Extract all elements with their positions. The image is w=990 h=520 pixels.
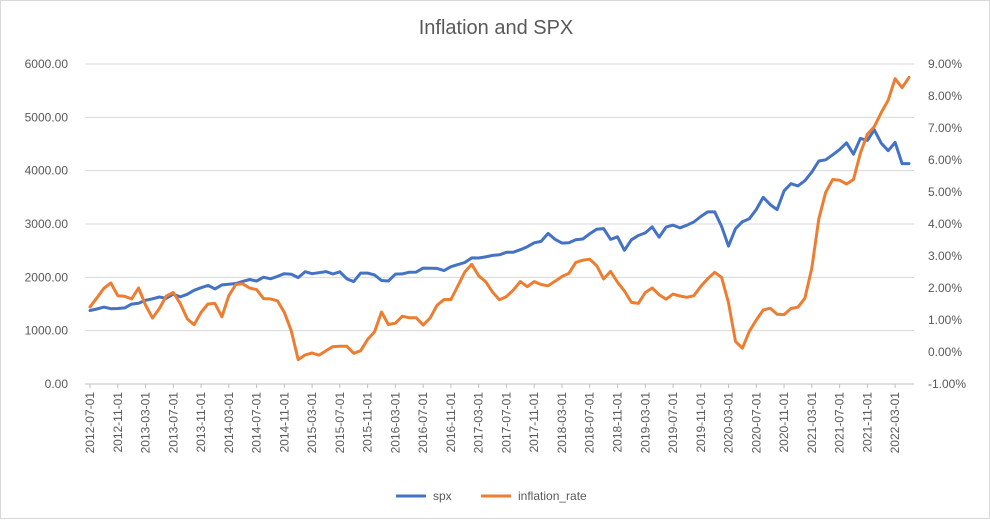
x-tick-label: 2020-07-01	[749, 392, 763, 454]
x-tick-label: 2019-07-01	[666, 392, 680, 454]
y-axis-left-ticks: 0.00 1000.00 2000.00 3000.00 4000.00 5000.00 6…	[25, 57, 69, 391]
gridlines	[85, 63, 914, 332]
x-tick-label: 2013-07-01	[166, 392, 180, 454]
x-tick-label: 2015-03-01	[305, 392, 319, 454]
x-tick-label: 2014-11-01	[277, 392, 291, 453]
y-left-tick-label: 1000.00	[25, 324, 69, 338]
y-left-tick-label: 0.00	[45, 377, 69, 391]
x-tick-label: 2018-03-01	[555, 392, 569, 454]
x-tick-label: 2019-03-01	[638, 392, 652, 454]
x-tick-label: 2016-11-01	[444, 392, 458, 453]
x-tick-label: 2021-03-01	[805, 392, 819, 454]
y-right-tick-label: 7.00%	[928, 121, 962, 135]
x-tick-label: 2020-11-01	[777, 392, 791, 453]
x-tick-label: 2021-11-01	[860, 392, 874, 453]
legend-label-spx: spx	[433, 489, 452, 503]
x-tick-label: 2020-03-01	[722, 392, 736, 454]
y-left-tick-label: 2000.00	[25, 270, 69, 284]
series-line-spx	[88, 128, 911, 312]
y-right-tick-label: 9.00%	[928, 57, 962, 71]
x-tick-label: 2016-07-01	[416, 392, 430, 454]
x-tick-label: 2013-11-01	[194, 392, 208, 453]
x-tick-label: 2017-03-01	[472, 392, 486, 454]
y-right-tick-label: 4.00%	[928, 217, 962, 231]
x-tick-label: 2022-03-01	[888, 392, 902, 454]
y-left-tick-label: 3000.00	[25, 217, 69, 231]
x-tick-label: 2015-11-01	[361, 392, 375, 453]
legend-label-inflation-rate: inflation_rate	[518, 489, 587, 503]
y-right-tick-label: 2.00%	[928, 281, 962, 295]
y-right-tick-label: 8.00%	[928, 89, 962, 103]
y-axis-right-ticks: -1.00% 0.00% 1.00% 2.00% 3.00% 4.00% 5.00% 6.00…	[928, 57, 966, 391]
x-tick-label: 2013-03-01	[139, 392, 153, 454]
x-tick-label: 2021-07-01	[833, 392, 847, 454]
x-tick-label: 2012-11-01	[111, 392, 125, 453]
y-right-tick-label: -1.00%	[928, 377, 966, 391]
y-right-tick-label: 6.00%	[928, 153, 962, 167]
x-tick-label: 2012-07-01	[83, 392, 97, 454]
y-right-tick-label: 0.00%	[928, 345, 962, 359]
x-tick-label: 2017-11-01	[527, 392, 541, 453]
x-tick-label: 2018-11-01	[610, 392, 624, 453]
series-layer	[88, 75, 911, 362]
y-right-tick-label: 1.00%	[928, 313, 962, 327]
y-right-tick-label: 5.00%	[928, 185, 962, 199]
chart-title: Inflation and SPX	[419, 17, 574, 39]
y-right-tick-label: 3.00%	[928, 249, 962, 263]
y-left-tick-label: 4000.00	[25, 164, 69, 178]
x-tick-label: 2015-07-01	[333, 392, 347, 454]
x-tick-label: 2018-07-01	[583, 392, 597, 454]
y-left-tick-label: 5000.00	[25, 110, 69, 124]
y-left-tick-label: 6000.00	[25, 57, 69, 71]
x-tick-label: 2014-07-01	[250, 392, 264, 454]
x-axis-ticks: 2012-07-01 2012-11-01 2013-03-01 2013-07-01…	[83, 384, 902, 453]
series-line-inflation-rate	[88, 75, 911, 362]
x-tick-label: 2016-03-01	[388, 392, 402, 454]
x-tick-label: 2017-07-01	[499, 392, 513, 454]
x-tick-label: 2019-11-01	[694, 392, 708, 453]
x-tick-label: 2014-03-01	[222, 392, 236, 454]
legend: spx inflation_rate	[396, 489, 587, 503]
